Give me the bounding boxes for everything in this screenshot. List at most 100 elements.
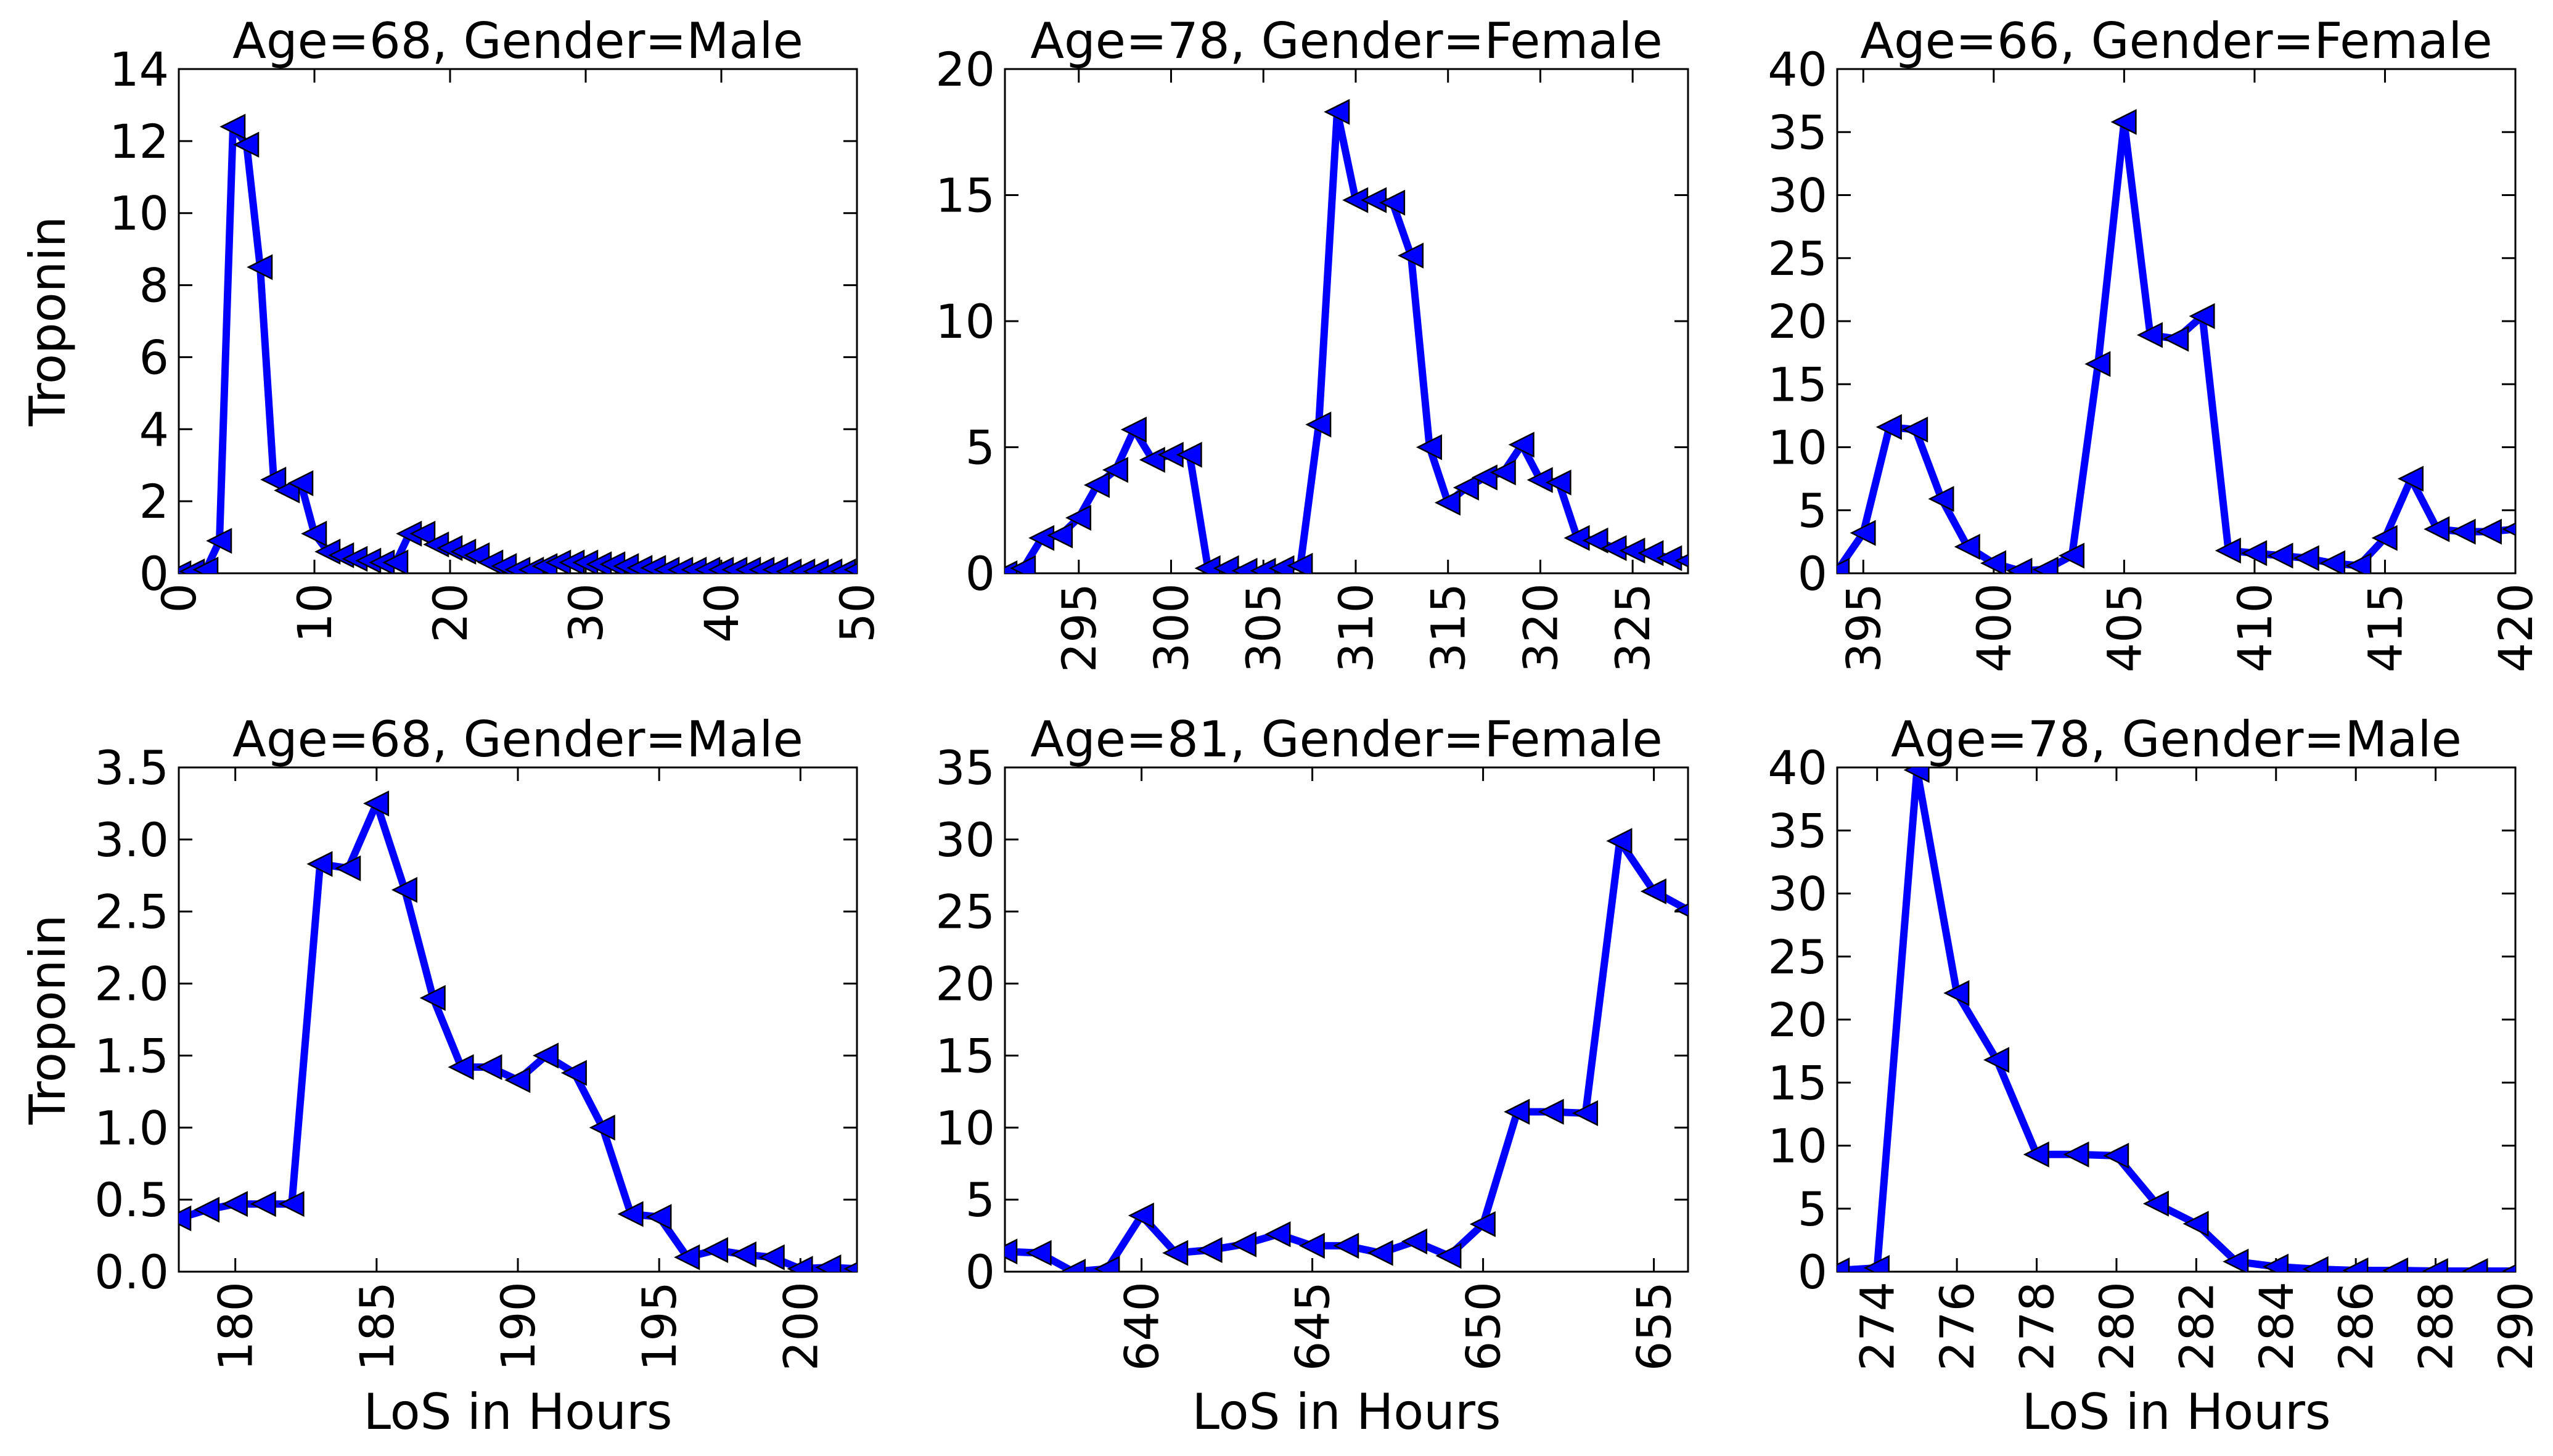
data-point: [2189, 303, 2215, 329]
chart-panel-6: 0 5 10 15 20 25 30 35 40 274 276 278 280 282 284 286 288…: [1768, 711, 2543, 1441]
data-point: [1902, 416, 1928, 443]
data-point: [560, 1060, 587, 1086]
y-tick-label: 15: [1768, 1055, 1827, 1110]
panel-title: Age=66, Gender=Female: [1860, 12, 2493, 70]
data-point: [1606, 828, 1633, 854]
data-point: [1674, 903, 1688, 917]
data-point: [730, 1241, 756, 1267]
data-point: [1435, 1243, 1462, 1269]
data-point: [1453, 474, 1479, 501]
x-tick-label: 40: [694, 583, 749, 643]
data-point: [287, 470, 314, 496]
panel-title: Age=81, Gender=Female: [1030, 711, 1663, 768]
data-point: [1379, 189, 1406, 216]
data-point: [2382, 1257, 2409, 1272]
data-point: [1333, 1232, 1359, 1259]
data-point: [250, 1191, 276, 1217]
x-tick-label: 410: [2227, 583, 2282, 673]
y-tick-label: 4: [139, 402, 169, 457]
x-tick-label: 274: [1850, 1282, 1905, 1371]
y-tick-label: 5: [965, 1172, 995, 1227]
x-tick-label: 640: [1115, 1282, 1170, 1371]
data-point: [2063, 1141, 2089, 1168]
data-point: [2267, 542, 2293, 569]
data-point: [1674, 554, 1688, 568]
data-point: [1572, 1100, 1599, 1126]
data-point: [2502, 522, 2515, 536]
y-tick-label: 14: [109, 42, 169, 97]
y-tick-label: 25: [1768, 930, 1827, 984]
x-tick-label: 180: [208, 1282, 263, 1371]
plot-frame: [178, 68, 858, 575]
data-point: [1954, 534, 1980, 560]
x-tick-label: 655: [1627, 1282, 1682, 1371]
chart-panel-3: 0 5 10 15 20 25 30 35 40 395 400 405 410 415 420 Age=66…: [1768, 12, 2543, 673]
data-point: [247, 254, 273, 280]
y-tick-label: 2.0: [94, 957, 169, 1012]
data-point: [1469, 1211, 1496, 1237]
data-point: [1903, 767, 1930, 783]
data-point: [409, 520, 436, 547]
x-tick-label: 300: [1144, 583, 1199, 673]
data-point: [363, 790, 390, 817]
data-point: [815, 1254, 842, 1272]
data-point: [221, 1191, 248, 1217]
data-point: [1538, 1098, 1564, 1125]
data-point: [1863, 1254, 1890, 1272]
data-point: [504, 1067, 531, 1094]
x-tick-label: 280: [2089, 1282, 2144, 1371]
y-tick-label: 3.5: [94, 740, 169, 795]
data-point: [1416, 434, 1443, 460]
data-point: [2449, 518, 2476, 545]
x-tick-label: 190: [491, 1282, 546, 1371]
data-point: [2262, 1253, 2289, 1272]
data-point: [1943, 980, 1970, 1007]
y-tick-label: 40: [1768, 740, 1827, 795]
data-point: [533, 1042, 559, 1069]
y-tick-label: 20: [1768, 294, 1827, 349]
chart-panel-2: 0 5 10 15 20 295 300 305 310 315 320 325 Age=78, Gen…: [935, 12, 1689, 673]
data-point: [1128, 1202, 1154, 1229]
data-point: [1010, 555, 1036, 573]
x-tick-label: 284: [2249, 1282, 2304, 1371]
x-tick-label: 288: [2409, 1282, 2464, 1371]
y-tick-label: 10: [935, 1100, 995, 1155]
data-point: [1298, 1232, 1325, 1259]
data-point: [1120, 416, 1147, 443]
data-point: [2371, 525, 2398, 551]
data-point: [476, 1054, 502, 1081]
panel-title: Age=68, Gender=Male: [232, 12, 803, 70]
y-tick-label: 2.5: [94, 885, 169, 939]
x-tick-label: 650: [1456, 1282, 1511, 1371]
data-point: [194, 1196, 220, 1223]
data-point: [617, 1201, 644, 1227]
x-axis-label: LoS in Hours: [363, 1383, 672, 1441]
x-tick-label: 645: [1285, 1282, 1340, 1371]
data-point: [1005, 1238, 1018, 1265]
series-group: [179, 790, 857, 1272]
y-tick-label: 8: [139, 258, 169, 313]
x-tick-label: 420: [2488, 583, 2543, 673]
y-tick-label: 35: [1768, 803, 1827, 858]
data-point: [179, 1205, 192, 1232]
data-point: [1837, 557, 1850, 573]
data-point: [2182, 1211, 2209, 1237]
x-tick-label: 10: [287, 583, 342, 643]
y-tick-label: 15: [935, 1028, 995, 1083]
data-point: [2345, 552, 2372, 573]
y-axis-label: Troponin: [19, 915, 76, 1126]
x-tick-label: 278: [2010, 1282, 2065, 1371]
data-point: [1196, 1237, 1223, 1263]
data-point: [2424, 516, 2450, 542]
x-tick-label: 310: [1329, 583, 1383, 673]
data-point: [2302, 1256, 2329, 1272]
data-point: [2163, 325, 2189, 352]
x-tick-label: 325: [1605, 583, 1660, 673]
data-point: [1162, 1240, 1189, 1266]
x-tick-label: 286: [2329, 1282, 2383, 1371]
data-point: [278, 1191, 305, 1217]
plot-frame: [1836, 766, 2517, 1273]
data-point: [2319, 550, 2346, 573]
data-point: [1640, 878, 1666, 905]
